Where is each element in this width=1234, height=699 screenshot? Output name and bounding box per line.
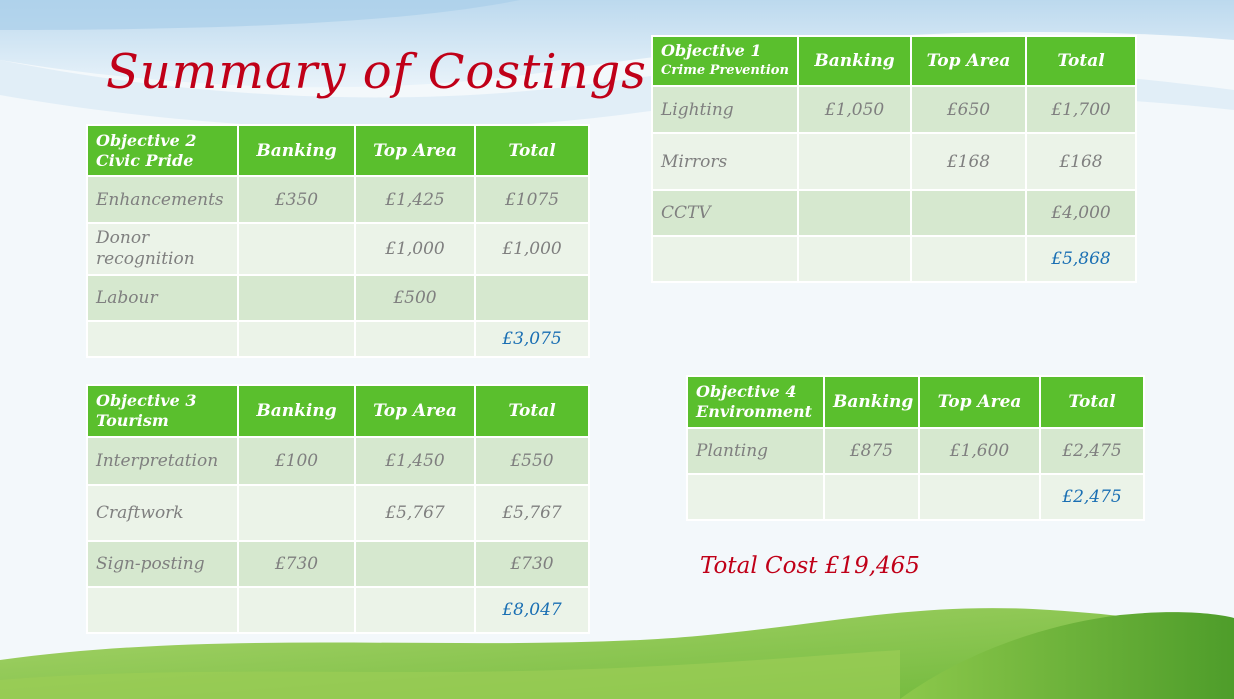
- objective-4-table: Objective 4 Environment Banking Top Area…: [686, 375, 1145, 521]
- objective-2-sum: £3,075: [474, 320, 590, 358]
- grand-total: Total Cost £19,465: [700, 553, 920, 579]
- top-area-cell: £1,600: [918, 427, 1041, 475]
- banking-cell: £100: [237, 436, 356, 486]
- table-row: Labour £500: [86, 274, 590, 322]
- table-row: Mirrors £168 £168: [651, 132, 1137, 191]
- banking-header: Banking: [797, 35, 912, 87]
- objective-2-header: Objective 2 Civic Pride: [86, 124, 239, 177]
- objective-3-sum: £8,047: [474, 586, 590, 634]
- objective-1-name: Objective 1: [661, 41, 762, 60]
- banking-cell: [237, 274, 356, 322]
- row-label: Enhancements: [86, 175, 239, 224]
- objective-4-subtitle: Environment: [696, 402, 813, 421]
- total-cell: £550: [474, 436, 590, 486]
- total-cell: £2,475: [1039, 427, 1145, 475]
- top-area-cell: £1,450: [354, 436, 476, 486]
- row-label: Craftwork: [86, 484, 239, 542]
- table-row: Planting £875 £1,600 £2,475: [686, 427, 1145, 475]
- top-area-header: Top Area: [354, 124, 476, 177]
- total-header: Total: [474, 384, 590, 438]
- objective-3-name: Objective 3: [96, 391, 197, 410]
- table-row: Interpretation £100 £1,450 £550: [86, 436, 590, 486]
- row-label: CCTV: [651, 189, 799, 237]
- top-area-header: Top Area: [918, 375, 1041, 429]
- row-label: Interpretation: [86, 436, 239, 486]
- top-area-header: Top Area: [354, 384, 476, 438]
- sum-row: £8,047: [86, 586, 590, 634]
- row-label: Lighting: [651, 85, 799, 134]
- top-area-cell: £1,425: [354, 175, 476, 224]
- banking-header: Banking: [237, 124, 356, 177]
- top-area-cell: [910, 189, 1027, 237]
- banking-cell: [237, 222, 356, 276]
- banking-cell: £1,050: [797, 85, 912, 134]
- total-cell: £5,767: [474, 484, 590, 542]
- total-cell: £1,700: [1025, 85, 1137, 134]
- total-cell: £1,000: [474, 222, 590, 276]
- total-cell: [474, 274, 590, 322]
- objective-2-subtitle: Civic Pride: [96, 150, 194, 170]
- objective-2-table: Objective 2 Civic Pride Banking Top Area…: [86, 124, 590, 358]
- objective-3-header: Objective 3 Tourism: [86, 384, 239, 438]
- objective-1-table: Objective 1 Crime Prevention Banking Top…: [651, 35, 1137, 283]
- objective-4-name: Objective 4: [696, 382, 797, 401]
- banking-cell: £875: [823, 427, 920, 475]
- row-label: Mirrors: [651, 132, 799, 191]
- banking-cell: [237, 484, 356, 542]
- top-area-cell: £1,000: [354, 222, 476, 276]
- top-area-cell: £5,767: [354, 484, 476, 542]
- sum-row: £3,075: [86, 320, 590, 358]
- objective-1-sum: £5,868: [1025, 235, 1137, 283]
- objective-4-header: Objective 4 Environment: [686, 375, 825, 429]
- objective-3-subtitle: Tourism: [96, 411, 169, 430]
- row-label: Donor recognition: [86, 222, 239, 276]
- total-header: Total: [474, 124, 590, 177]
- row-label: Planting: [686, 427, 825, 475]
- top-area-cell: £500: [354, 274, 476, 322]
- objective-1-subtitle: Crime Prevention: [661, 63, 789, 78]
- row-label: Labour: [86, 274, 239, 322]
- sum-row: £5,868: [651, 235, 1137, 283]
- top-area-header: Top Area: [910, 35, 1027, 87]
- total-cell: £730: [474, 540, 590, 588]
- total-cell: £168: [1025, 132, 1137, 191]
- objective-3-table: Objective 3 Tourism Banking Top Area Tot…: [86, 384, 590, 634]
- table-row: Donor recognition £1,000 £1,000: [86, 222, 590, 276]
- table-row: Enhancements £350 £1,425 £1075: [86, 175, 590, 224]
- banking-cell: [797, 189, 912, 237]
- top-area-cell: [354, 540, 476, 588]
- banking-cell: £350: [237, 175, 356, 224]
- table-row: CCTV £4,000: [651, 189, 1137, 237]
- total-header: Total: [1039, 375, 1145, 429]
- row-label: Sign-posting: [86, 540, 239, 588]
- top-area-cell: £168: [910, 132, 1027, 191]
- sum-row: £2,475: [686, 473, 1145, 521]
- banking-header: Banking: [237, 384, 356, 438]
- total-cell: £1075: [474, 175, 590, 224]
- banking-cell: £730: [237, 540, 356, 588]
- top-area-cell: £650: [910, 85, 1027, 134]
- banking-cell: [797, 132, 912, 191]
- objective-4-sum: £2,475: [1039, 473, 1145, 521]
- objective-1-header: Objective 1 Crime Prevention: [651, 35, 799, 87]
- table-row: Sign-posting £730 £730: [86, 540, 590, 588]
- page-title: Summary of Costings: [106, 44, 647, 100]
- table-row: Craftwork £5,767 £5,767: [86, 484, 590, 542]
- table-row: Lighting £1,050 £650 £1,700: [651, 85, 1137, 134]
- objective-2-name: Objective 2: [96, 130, 197, 150]
- banking-header: Banking: [823, 375, 920, 429]
- total-cell: £4,000: [1025, 189, 1137, 237]
- total-header: Total: [1025, 35, 1137, 87]
